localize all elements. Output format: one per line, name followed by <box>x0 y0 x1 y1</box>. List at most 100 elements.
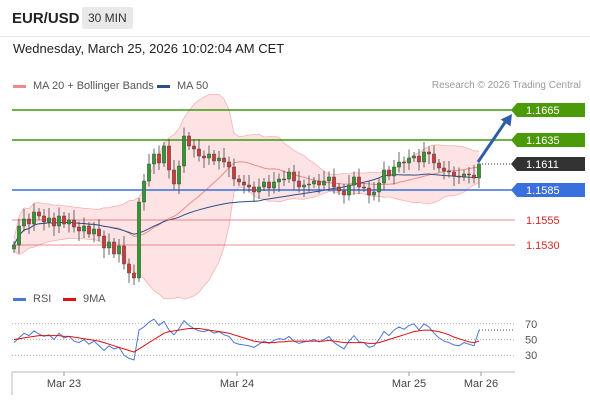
candle <box>297 171 301 193</box>
rsi-level-label-70: 70 <box>525 319 537 331</box>
candle <box>127 258 131 283</box>
level-label-1.1555-text: 1.1555 <box>526 215 560 227</box>
level-labels: 1.1665 1.1635 1.1585 1.1555 1.1530 1.1611 <box>511 103 585 252</box>
candle <box>437 159 441 172</box>
candle <box>322 171 326 191</box>
candle-body <box>357 176 361 188</box>
candle-body <box>47 217 51 223</box>
candle-body <box>462 173 466 178</box>
candle <box>117 239 121 263</box>
candle-body <box>302 184 306 188</box>
candle <box>262 178 266 191</box>
x-tick-label: Mar 25 <box>392 378 426 390</box>
candle <box>382 161 386 190</box>
candle-body <box>267 181 271 189</box>
legend-swatch-ma50 <box>157 84 170 88</box>
legend-rsi: RSI <box>13 293 51 305</box>
candle-body <box>57 215 61 227</box>
candle <box>32 203 36 231</box>
current-price-label: 1.1611 <box>511 157 585 171</box>
candle-body <box>187 135 191 147</box>
candle-body <box>117 245 121 255</box>
candle <box>147 154 151 187</box>
candle <box>232 158 236 186</box>
candle-body <box>62 215 66 225</box>
candle-body <box>322 180 326 186</box>
candle-body <box>257 186 261 193</box>
candle <box>237 175 241 186</box>
candle <box>152 148 156 174</box>
timeframe-badge[interactable]: 30 MIN <box>82 7 133 29</box>
candle-body <box>282 178 286 181</box>
candle <box>332 168 336 194</box>
candle-body <box>477 163 481 179</box>
forecast-arrow <box>476 114 512 163</box>
candle <box>352 171 356 195</box>
candle-body <box>387 169 391 177</box>
legend-label-9ma: 9MA <box>83 293 106 305</box>
candle-body <box>102 235 106 249</box>
candle-body <box>292 171 296 182</box>
candle-body <box>372 191 376 196</box>
candle <box>457 167 461 184</box>
candle-body <box>452 171 456 177</box>
candle-body <box>397 161 401 168</box>
candle-body <box>402 161 406 164</box>
candle <box>122 236 126 270</box>
candle <box>172 160 176 190</box>
candle-body <box>52 217 56 227</box>
candle <box>192 139 196 158</box>
candle-body <box>157 153 161 164</box>
candle-body <box>207 153 211 159</box>
candle-body <box>167 145 171 171</box>
candle <box>317 174 321 194</box>
candle-body <box>307 183 311 186</box>
level-label-1.1635-text: 1.1635 <box>526 135 560 147</box>
candle <box>97 219 101 242</box>
candle-body <box>237 178 241 183</box>
legend-swatch-rsi <box>13 297 26 301</box>
candle-body <box>222 157 226 163</box>
candle-body <box>337 186 341 192</box>
candle <box>252 181 256 202</box>
candle <box>402 156 406 173</box>
candle <box>432 145 436 170</box>
candle-body <box>77 226 81 232</box>
forecast-arrow-shaft <box>476 117 510 163</box>
level-label-1.1530-text: 1.1530 <box>526 240 560 252</box>
current-price-label-text: 1.1611 <box>526 159 559 171</box>
candle-body <box>182 135 186 167</box>
candle <box>227 156 231 177</box>
candle <box>312 177 316 188</box>
candle <box>27 213 31 234</box>
candle <box>22 209 26 232</box>
candle-body <box>137 201 141 279</box>
rsi-level-label-30: 30 <box>525 350 537 362</box>
candle-body <box>382 169 386 184</box>
candle-body <box>472 174 476 179</box>
candle <box>287 168 291 183</box>
candle-body <box>227 161 231 168</box>
candle-body <box>127 263 131 274</box>
candle-body <box>317 180 321 186</box>
candle-body <box>147 163 151 182</box>
candle <box>462 170 466 181</box>
candle <box>447 161 451 178</box>
candle-body <box>342 190 346 196</box>
bollinger-upper-line <box>13 94 480 240</box>
legend-swatch-9ma <box>63 297 76 301</box>
legend-swatch-ma20 <box>13 84 26 88</box>
candle-body <box>122 245 126 265</box>
candle-body <box>392 166 396 177</box>
candle <box>372 182 376 201</box>
candle-body <box>447 170 451 173</box>
candle <box>217 151 221 170</box>
candle <box>417 149 421 171</box>
x-tick-label: Mar 23 <box>47 378 81 390</box>
candle <box>412 152 416 162</box>
candle-body <box>67 219 71 225</box>
candle-body <box>332 176 336 188</box>
candle-body <box>87 225 91 235</box>
candle-body <box>252 186 256 193</box>
